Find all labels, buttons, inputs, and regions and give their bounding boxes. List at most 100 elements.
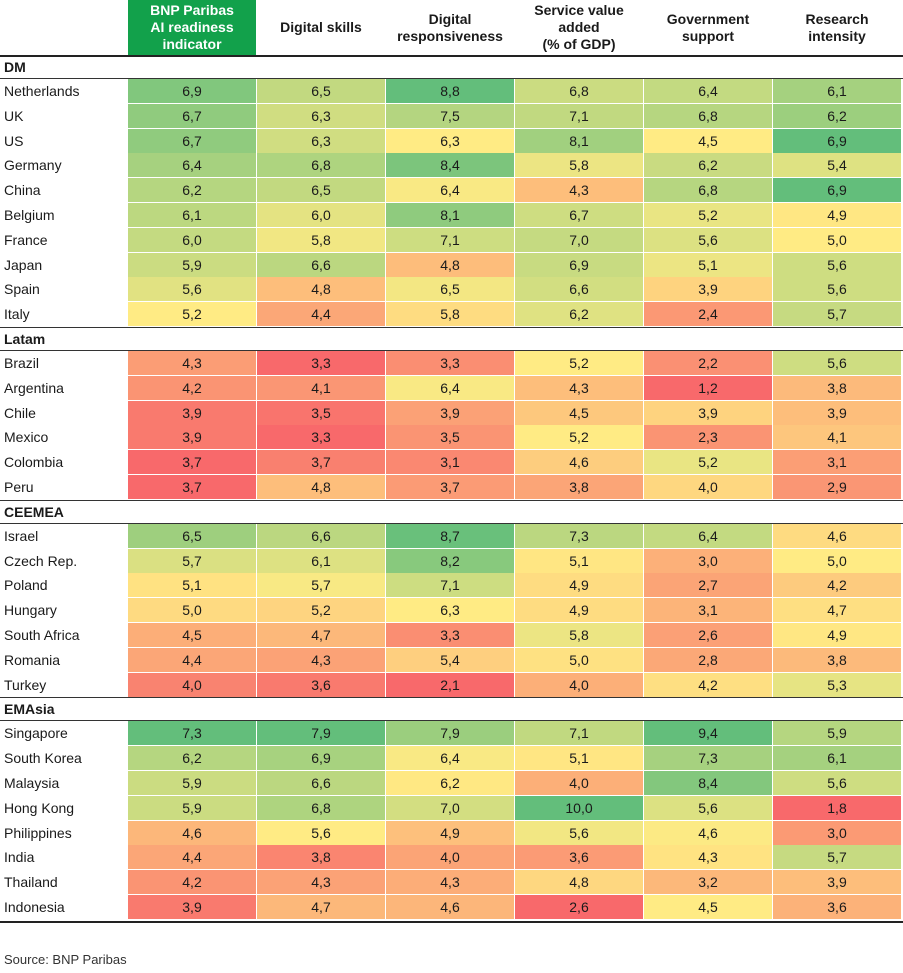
heatmap-cell: 5,0 <box>773 228 901 252</box>
heatmap-cell: 6,2 <box>773 104 901 128</box>
heatmap-cell: 6,8 <box>515 79 643 103</box>
heatmap-cell: 3,9 <box>644 277 772 301</box>
heatmap-cell: 7,0 <box>386 796 514 820</box>
heatmap-cell: 5,1 <box>128 573 256 597</box>
divider-line <box>0 522 903 524</box>
row-label: South Africa <box>4 627 80 643</box>
heatmap-cell: 8,8 <box>386 79 514 103</box>
heatmap-cell: 6,9 <box>128 79 256 103</box>
heatmap-cell: 4,2 <box>773 573 901 597</box>
heatmap-cell: 6,5 <box>128 524 256 548</box>
heatmap-cell: 4,3 <box>644 845 772 869</box>
heatmap-cell: 3,2 <box>644 870 772 894</box>
group-label: CEEMEA <box>4 503 64 520</box>
heatmap-cell: 3,7 <box>257 450 385 474</box>
row-label: Mexico <box>4 429 49 445</box>
heatmap-cell: 3,6 <box>515 845 643 869</box>
heatmap-cell: 6,9 <box>515 253 643 277</box>
heatmap-cell: 5,6 <box>515 821 643 845</box>
heatmap-cell: 5,2 <box>257 598 385 622</box>
heatmap-cell: 4,2 <box>128 376 256 400</box>
heatmap-cell: 5,6 <box>128 277 256 301</box>
divider-line <box>0 327 903 328</box>
heatmap-cell: 4,0 <box>515 771 643 795</box>
heatmap-cell: 5,7 <box>773 302 901 326</box>
heatmap-cell: 6,1 <box>773 746 901 770</box>
heatmap-cell: 5,6 <box>773 277 901 301</box>
row-label: China <box>4 182 41 198</box>
heatmap-cell: 8,7 <box>386 524 514 548</box>
heatmap-cell: 6,7 <box>128 104 256 128</box>
heatmap-cell: 4,9 <box>515 598 643 622</box>
heatmap-cell: 7,3 <box>515 524 643 548</box>
row-label: Thailand <box>4 874 58 890</box>
heatmap-cell: 3,3 <box>386 351 514 375</box>
heatmap-cell: 5,2 <box>515 425 643 449</box>
heatmap-cell: 6,3 <box>386 598 514 622</box>
heatmap-cell: 3,7 <box>128 450 256 474</box>
heatmap-cell: 5,7 <box>128 549 256 573</box>
divider-line <box>0 78 903 79</box>
heatmap-cell: 4,4 <box>257 302 385 326</box>
heatmap-cell: 5,1 <box>515 746 643 770</box>
heatmap-cell: 7,0 <box>515 228 643 252</box>
heatmap-cell: 3,3 <box>257 351 385 375</box>
heatmap-cell: 6,7 <box>515 203 643 227</box>
heatmap-cell: 3,9 <box>773 401 901 425</box>
heatmap-cell: 6,9 <box>773 178 901 202</box>
heatmap-cell: 3,8 <box>515 475 643 499</box>
heatmap-cell: 5,9 <box>128 796 256 820</box>
heatmap-cell: 6,2 <box>128 178 256 202</box>
heatmap-cell: 6,9 <box>773 129 901 153</box>
divider-line <box>0 697 903 699</box>
heatmap-cell: 1,8 <box>773 796 901 820</box>
row-label: Israel <box>4 528 39 544</box>
heatmap-cell: 3,9 <box>128 895 256 919</box>
row-label: Turkey <box>4 677 47 693</box>
heatmap-cell: 5,6 <box>644 796 772 820</box>
heatmap-cell: 4,8 <box>386 253 514 277</box>
heatmap-cell: 7,1 <box>386 228 514 252</box>
heatmap-cell: 7,1 <box>386 573 514 597</box>
heatmap-cell: 2,6 <box>644 623 772 647</box>
heatmap-cell: 5,6 <box>257 821 385 845</box>
heatmap-cell: 5,0 <box>515 648 643 672</box>
group-label: DM <box>4 59 26 75</box>
heatmap-cell: 6,2 <box>515 302 643 326</box>
heatmap-cell: 4,5 <box>128 623 256 647</box>
heatmap-cell: 6,3 <box>386 129 514 153</box>
heatmap-cell: 3,9 <box>128 401 256 425</box>
heatmap-cell: 4,6 <box>644 821 772 845</box>
heatmap-cell: 4,5 <box>644 895 772 919</box>
heatmap-cell: 5,4 <box>773 153 901 177</box>
heatmap-cell: 3,3 <box>257 425 385 449</box>
column-header: Research intensity <box>805 10 869 44</box>
heatmap-cell: 6,0 <box>257 203 385 227</box>
heatmap-cell: 2,8 <box>644 648 772 672</box>
heatmap-cell: 4,7 <box>773 598 901 622</box>
row-label: France <box>4 232 48 248</box>
row-label: Netherlands <box>4 83 80 99</box>
heatmap-cell: 5,4 <box>386 648 514 672</box>
heatmap-cell: 5,2 <box>644 203 772 227</box>
row-label: Chile <box>4 405 36 421</box>
heatmap-cell: 4,0 <box>644 475 772 499</box>
heatmap-cell: 7,1 <box>515 721 643 745</box>
heatmap-cell: 3,0 <box>773 821 901 845</box>
heatmap-cell: 6,4 <box>386 178 514 202</box>
heatmap-cell: 3,8 <box>257 845 385 869</box>
divider-line <box>0 499 903 501</box>
heatmap-cell: 5,9 <box>128 253 256 277</box>
heatmap-cell: 6,2 <box>644 153 772 177</box>
heatmap-cell: 6,6 <box>257 253 385 277</box>
heatmap-cell: 6,8 <box>644 178 772 202</box>
heatmap-cell: 4,6 <box>773 524 901 548</box>
row-label: US <box>4 133 24 149</box>
heatmap-cell: 4,3 <box>128 351 256 375</box>
heatmap-cell: 3,9 <box>773 870 901 894</box>
heatmap-cell: 3,7 <box>386 475 514 499</box>
heatmap-cell: 5,0 <box>773 549 901 573</box>
heatmap-cell: 4,0 <box>386 845 514 869</box>
heatmap-cell: 4,8 <box>257 475 385 499</box>
divider-line <box>0 921 903 923</box>
